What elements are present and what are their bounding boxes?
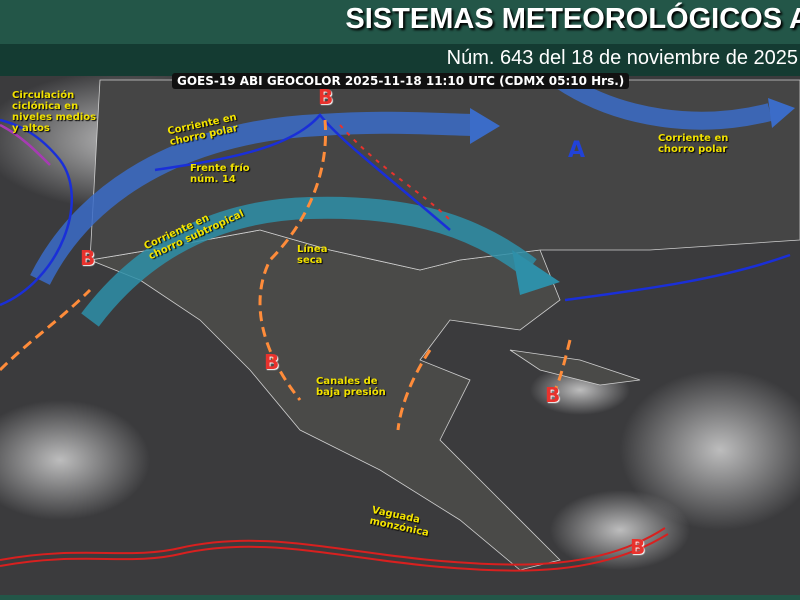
label-cold-front: Frente frío núm. 14 xyxy=(190,163,250,185)
jet-arrowhead xyxy=(512,250,560,295)
cold-front xyxy=(154,113,451,231)
label-dry-line: Línea seca xyxy=(297,244,328,266)
low-pressure-marker: B xyxy=(630,535,646,559)
bulletin-number: Núm. 643 del 18 de noviembre de 2025 xyxy=(446,47,798,69)
low-pressure-marker: B xyxy=(545,383,561,407)
cyclonic-front xyxy=(0,118,74,307)
warm-front xyxy=(339,124,451,221)
monsoon-trough xyxy=(0,527,669,572)
jet-arrowhead xyxy=(470,108,500,144)
occluded-front xyxy=(0,123,51,166)
footer-bar xyxy=(0,595,800,600)
jet-subtropical xyxy=(81,196,537,327)
low-pressure-marker: B xyxy=(80,246,96,270)
troughs xyxy=(0,119,572,431)
low-pressure-marker: B xyxy=(318,85,334,109)
jet-polar-east xyxy=(555,76,773,130)
cold-front-east xyxy=(564,253,791,302)
high-pressure-marker: A xyxy=(568,138,586,163)
satellite-map xyxy=(0,76,800,596)
jet-arrowhead xyxy=(768,98,795,128)
low-pressure-marker: B xyxy=(264,350,280,374)
label-polar-jet-east: Corriente en chorro polar xyxy=(658,133,729,155)
dry-line xyxy=(258,119,328,401)
label-cyclonic-circulation: Circulación ciclónica en niveles medios … xyxy=(12,90,97,134)
subtitle-bar: Núm. 643 del 18 de noviembre de 2025 xyxy=(0,44,800,76)
label-low-pressure-channels: Canales de baja presión xyxy=(316,376,386,398)
jet-polar-west xyxy=(30,111,481,285)
page-title: SISTEMAS METEOROLÓGICOS A xyxy=(345,3,800,35)
title-bar: SISTEMAS METEOROLÓGICOS A xyxy=(0,0,800,44)
image-timestamp: GOES-19 ABI GEOCOLOR 2025-11-18 11:10 UT… xyxy=(172,73,630,89)
